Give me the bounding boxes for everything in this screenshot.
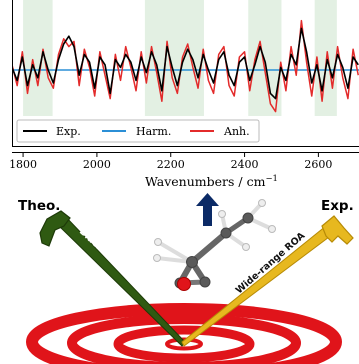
series-line-exp — [12, 27, 359, 100]
x-tick-label-2400: 2400 — [231, 158, 259, 171]
legend-label-exp: Exp. — [56, 125, 81, 138]
x-tick-label-2000: 2000 — [83, 158, 111, 171]
roa-arrow-label: Wide-range ROA — [234, 230, 308, 296]
target — [26, 303, 342, 364]
x-axis: 1800 2000 2200 2400 2600 — [9, 152, 359, 171]
target-ring-inner — [113, 325, 255, 363]
vpt2-arrow-fletching — [39, 210, 71, 247]
legend-label-anh: Anh. — [223, 125, 250, 138]
shaded-band-0 — [23, 0, 53, 116]
target-bullseye — [165, 337, 203, 351]
x-axis-title: Wavenumbers / cm−1 — [145, 174, 278, 189]
x-tick-label-1800: 1800 — [9, 158, 37, 171]
x-tick-label-2600: 2600 — [304, 158, 332, 171]
roa-arrow-fletching — [321, 215, 354, 245]
legend: Exp. Harm. Anh. — [16, 119, 260, 143]
vpt2-arrow-label: Black-box VPT2 — [77, 226, 145, 291]
spectrum-plot: Exp. Harm. Anh. 1800 2000 2200 2400 2600 Wav… — [9, 0, 359, 189]
experiment-label: Exp. — [321, 198, 354, 214]
spectrum-lines — [12, 19, 359, 113]
molecule-image — [153, 199, 276, 291]
theory-label: Theo. — [18, 198, 60, 214]
target-ring-outer — [26, 303, 342, 364]
x-tick-label-2200: 2200 — [157, 158, 185, 171]
target-ring-middle — [67, 314, 301, 364]
up-arrow-icon — [196, 193, 219, 226]
legend-label-harm: Harm. — [136, 125, 171, 138]
legend-box — [16, 119, 260, 143]
